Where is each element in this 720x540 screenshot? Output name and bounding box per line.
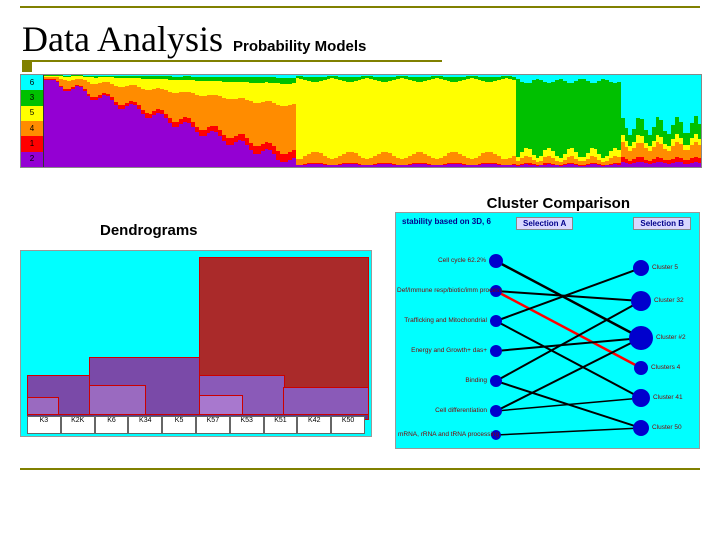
dendrogram-leaf: K51 [264,416,298,434]
cluster-node [489,254,503,268]
dendrogram-leaf: K57 [196,416,230,434]
title-block: Data Analysis Probability Models [22,18,366,60]
dendrogram-block [27,397,59,415]
cluster-comparison-panel: stability based on 3D, 6 Selection A Sel… [395,212,700,449]
section-label-cluster: Cluster Comparison [487,195,630,212]
section-label-dendrograms: Dendrograms [100,222,198,239]
title-underline [22,60,442,62]
dendrogram-leaf: K2K [61,416,95,434]
dendrogram-leaf-labels: K3K2KK6K34K5K57K53K51K42K50 [27,416,365,434]
strip-column [698,75,701,167]
cluster-node-label: Cluster 5 [652,264,678,271]
strip-legend-cell: 6 [21,75,43,90]
dendrogram-area [27,257,365,414]
cluster-node-label: Cell differentiation [435,407,487,414]
cluster-node-label: mRNA, rRNA and tRNA processing [398,431,488,438]
page-subtitle: Probability Models [233,38,366,55]
cluster-edge [496,291,641,368]
strip-legend-cell: 4 [21,121,43,136]
cluster-node-label: Cell cycle 62.2% [438,257,486,264]
strip-chart-area [44,75,701,167]
cluster-node [490,375,502,387]
cluster-node-label: Cluster #2 [656,334,686,341]
cluster-node-label: Energy and Growth+ das+ [411,347,487,354]
dendrogram-panel: K3K2KK6K34K5K57K53K51K42K50 [20,250,372,437]
strip-legend-cell: 5 [21,106,43,121]
cluster-node [631,291,651,311]
dendrogram-leaf: K53 [230,416,264,434]
cluster-node [490,315,502,327]
bottom-rule [20,468,700,470]
top-rule [20,6,700,8]
dendrogram-leaf: K3 [27,416,61,434]
cluster-node-label: Cluster 50 [652,424,682,431]
dendrogram-block [199,395,243,415]
cluster-node-label: Trafficking and Mitochondrial [404,317,487,324]
cluster-node-label: Binding [465,377,487,384]
page-title: Data Analysis [22,18,223,60]
cluster-node [629,326,653,350]
dendrogram-leaf: K34 [128,416,162,434]
cluster-node-label: Def/Immune resp/biotic/imm process [397,287,487,294]
cluster-edge [496,428,641,435]
dendrogram-leaf: K5 [162,416,196,434]
dendrogram-leaf: K6 [95,416,129,434]
probability-strip-chart: 214536 [20,74,702,168]
cluster-node-label: Cluster 41 [653,394,683,401]
dendrogram-leaf: K42 [297,416,331,434]
cluster-node [632,389,650,407]
cluster-node [490,345,502,357]
dendrogram-leaf: K50 [331,416,365,434]
strip-legend-cell: 1 [21,136,43,151]
dendrogram-block [283,387,369,415]
cluster-node-label: Clusters 4 [651,364,680,371]
cluster-node [633,260,649,276]
cluster-node [634,361,648,375]
strip-legend: 214536 [21,75,44,167]
cluster-node [490,405,502,417]
strip-legend-cell: 3 [21,90,43,105]
cluster-node-label: Cluster 32 [654,297,684,304]
strip-legend-cell: 2 [21,152,43,167]
cluster-node [633,420,649,436]
cluster-edge [496,321,641,398]
title-square-icon [22,62,32,72]
dendrogram-block [89,385,146,415]
